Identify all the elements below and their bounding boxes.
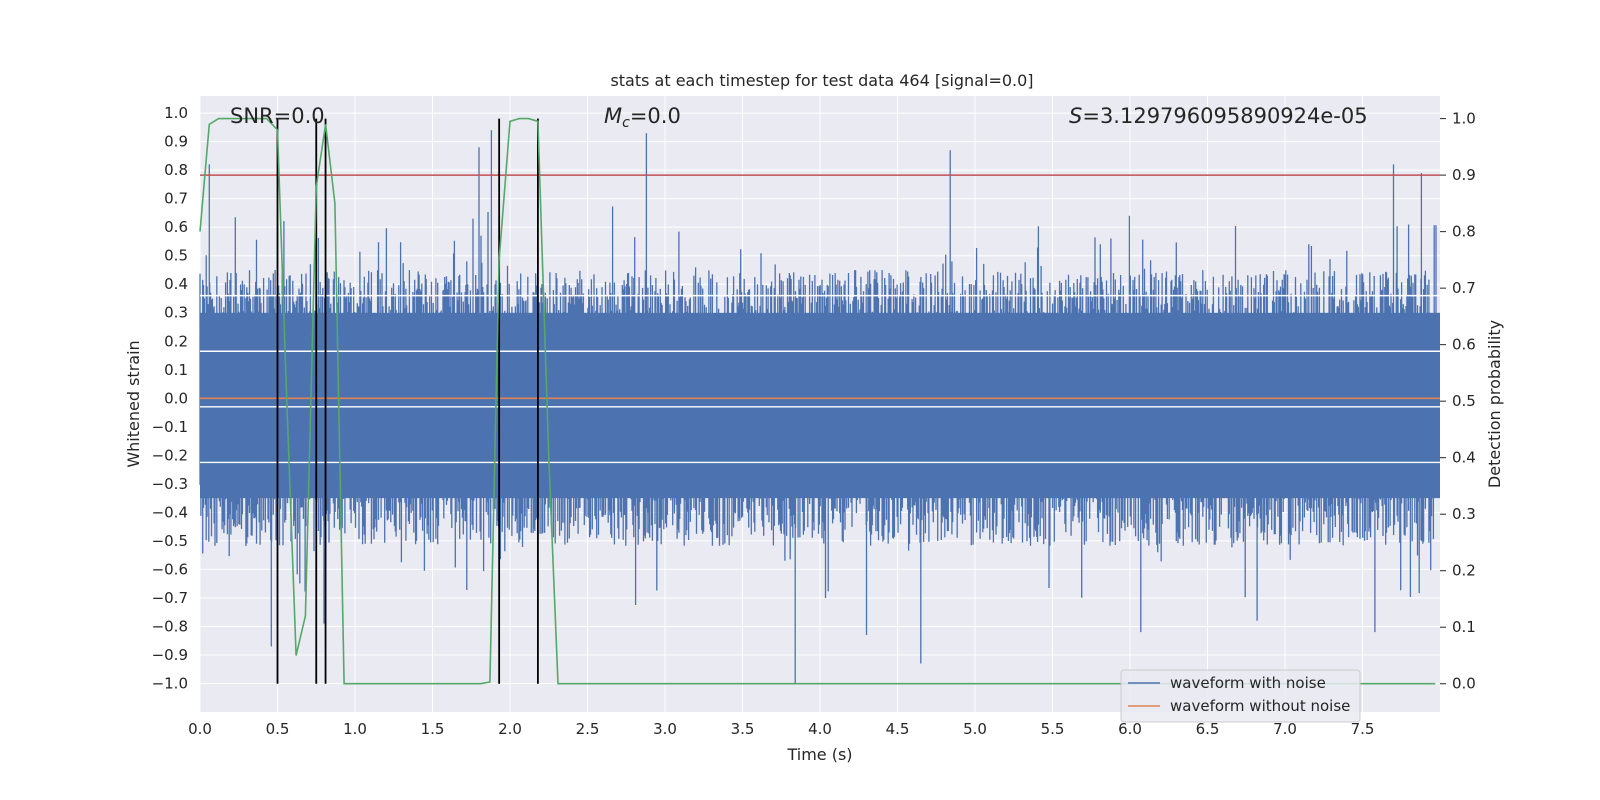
y-tick-label: 0.0	[164, 389, 188, 407]
x-tick-label: 6.0	[1118, 720, 1142, 738]
y-tick-label: −0.6	[152, 560, 188, 578]
x-tick-label: 3.5	[731, 720, 755, 738]
x-tick-label: 3.0	[653, 720, 677, 738]
probability-line	[199, 117, 1436, 685]
snr-annotation: SNR=0.0	[230, 104, 325, 128]
y2-tick-label: 0.5	[1452, 392, 1476, 410]
y2-tick-label: 0.6	[1452, 336, 1476, 354]
y-tick-label: 0.8	[164, 161, 188, 179]
x-axis-label: Time (s)	[786, 745, 852, 764]
x-axis-ticks: 0.0 0.5 1.0 1.5 2.0 2.5 3.0 3.5 4.0 4.5 5.0 5.5 6.0 6…	[188, 720, 1374, 738]
y-tick-label: 0.2	[164, 332, 188, 350]
y2-axis-ticks: 1.0 0.9 0.8 0.7 0.6 0.5 0.4 0.3 0.2 0.1 0.0	[1440, 110, 1476, 693]
x-tick-label: 0.0	[188, 720, 212, 738]
y2-tick-label: 0.9	[1452, 166, 1476, 184]
s-annotation: S=3.129796095890924e-05	[1069, 104, 1368, 128]
y2-tick-label: 0.2	[1452, 562, 1476, 580]
y-tick-label: −1.0	[152, 674, 188, 692]
y-tick-label: −0.7	[152, 589, 188, 607]
y2-tick-label: 0.3	[1452, 505, 1476, 523]
x-tick-label: 1.0	[343, 720, 367, 738]
legend: waveform with noise waveform without noi…	[1120, 669, 1361, 723]
x-tick-label: 7.0	[1273, 720, 1297, 738]
x-tick-label: 4.0	[808, 720, 832, 738]
x-tick-label: 2.5	[576, 720, 600, 738]
y-tick-label: −0.3	[152, 475, 188, 493]
y-tick-label: 0.6	[164, 218, 188, 236]
white-lines	[200, 294, 1440, 464]
y-axis-label: Whitened strain	[124, 340, 143, 467]
y2-tick-label: 0.8	[1452, 223, 1476, 241]
noise-waveform	[199, 130, 1440, 684]
y2-axis-label: Detection probability	[1485, 320, 1504, 488]
y2-tick-label: 0.1	[1452, 618, 1476, 636]
y2-tick-label: 0.0	[1452, 675, 1476, 693]
y-tick-label: 0.3	[164, 304, 188, 322]
x-tick-label: 1.5	[421, 720, 445, 738]
y-tick-label: −0.1	[152, 418, 188, 436]
chart-title: stats at each timestep for test data 464…	[610, 71, 1033, 90]
legend-label-noise: waveform with noise	[1170, 674, 1326, 692]
y-tick-label: 0.5	[164, 247, 188, 265]
y2-tick-label: 1.0	[1452, 110, 1476, 128]
y2-tick-label: 0.4	[1452, 449, 1476, 467]
x-tick-label: 5.5	[1041, 720, 1065, 738]
y2-tick-label: 0.7	[1452, 279, 1476, 297]
y-tick-label: 0.1	[164, 361, 188, 379]
chirp-mass-annotation: Mc=0.0	[604, 104, 681, 131]
y-tick-label: −0.2	[152, 446, 188, 464]
y-axis-ticks: 1.0 0.9 0.8 0.7 0.6 0.5 0.4 0.3 0.2 0.1 0.0 −0.1 −0.…	[152, 104, 188, 692]
y-tick-label: −0.8	[152, 617, 188, 635]
x-tick-label: 7.5	[1351, 720, 1375, 738]
x-tick-label: 0.5	[266, 720, 290, 738]
y-tick-label: −0.4	[152, 503, 188, 521]
noise-core	[200, 312, 1440, 499]
y-tick-label: 0.4	[164, 275, 188, 293]
x-tick-label: 4.5	[886, 720, 910, 738]
y-tick-label: 0.7	[164, 190, 188, 208]
detection-markers	[276, 118, 539, 684]
legend-label-clean: waveform without noise	[1170, 697, 1350, 715]
x-tick-label: 6.5	[1196, 720, 1220, 738]
y-tick-label: −0.9	[152, 646, 188, 664]
x-tick-label: 5.0	[963, 720, 987, 738]
y-tick-label: −0.5	[152, 532, 188, 550]
y-tick-label: 0.9	[164, 133, 188, 151]
x-tick-label: 2.0	[498, 720, 522, 738]
y-tick-label: 1.0	[164, 104, 188, 122]
